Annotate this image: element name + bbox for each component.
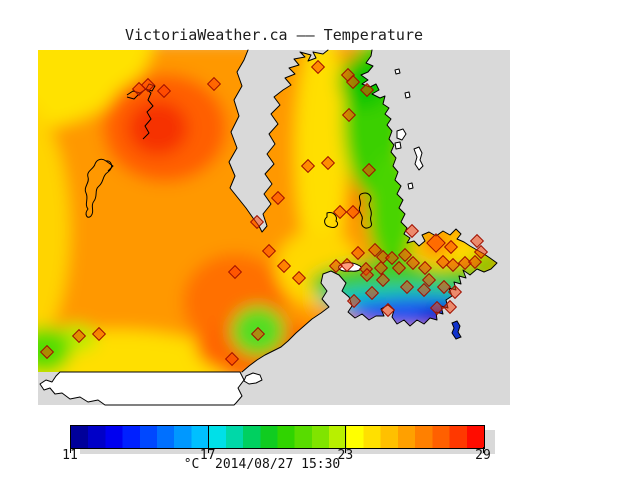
colorbar-tick-label: 29 [475, 448, 491, 463]
colorbar-tick [483, 447, 484, 453]
island [394, 68, 401, 75]
station-marker[interactable] [332, 204, 348, 220]
colorbar-tick [207, 426, 209, 448]
station-marker[interactable] [339, 257, 355, 273]
colorbar-tick [345, 426, 347, 448]
station-marker[interactable] [457, 255, 473, 271]
colorbar-tick [70, 447, 71, 453]
colorbar-caption: °C 2014/08/27 15:30 [0, 457, 524, 472]
colorbar-tick-label: 11 [62, 448, 78, 463]
colorbar [70, 425, 485, 449]
station-marker[interactable] [328, 258, 344, 274]
station-marker[interactable] [447, 284, 463, 300]
coastline [228, 49, 498, 373]
colorbar-tick [207, 447, 209, 453]
station-marker[interactable] [310, 59, 326, 75]
stations-layer [39, 59, 489, 367]
station-marker[interactable] [436, 279, 452, 295]
station-marker[interactable] [345, 74, 361, 90]
island [413, 146, 424, 171]
station-marker[interactable] [367, 242, 383, 258]
station-marker[interactable] [91, 326, 107, 342]
station-marker[interactable] [375, 249, 391, 265]
station-marker[interactable] [380, 302, 396, 318]
station-marker[interactable] [361, 162, 377, 178]
lake-outline [84, 158, 113, 218]
station-marker[interactable] [345, 204, 361, 220]
station-marker[interactable] [469, 233, 485, 249]
lake-outline-prospect [324, 212, 339, 228]
station-marker[interactable] [445, 257, 461, 273]
station-marker[interactable] [140, 77, 156, 93]
station-marker[interactable] [206, 76, 222, 92]
station-marker[interactable] [224, 351, 240, 367]
land-mass-south [39, 371, 245, 406]
station-marker[interactable] [397, 247, 413, 263]
station-marker[interactable] [416, 282, 432, 298]
station-marker[interactable] [156, 83, 172, 99]
station-marker[interactable] [300, 158, 316, 174]
lake-outline-elk [358, 192, 373, 229]
station-marker[interactable] [442, 299, 458, 315]
island [243, 372, 263, 385]
station-marker[interactable] [384, 250, 400, 266]
station-marker[interactable] [261, 243, 277, 259]
station-marker[interactable] [467, 254, 483, 270]
station-marker[interactable] [291, 270, 307, 286]
station-marker[interactable] [421, 272, 437, 288]
station-marker[interactable] [227, 264, 243, 280]
station-marker[interactable] [39, 344, 55, 360]
colorbar-tick-label: 17 [199, 448, 216, 463]
station-marker[interactable] [443, 239, 459, 255]
island [394, 141, 402, 150]
station-marker[interactable] [399, 279, 415, 295]
station-marker[interactable] [270, 190, 286, 206]
colorbar-tick-label: 23 [337, 448, 354, 463]
station-marker[interactable] [359, 267, 375, 283]
island [407, 182, 414, 190]
station-marker[interactable] [375, 272, 391, 288]
station-marker[interactable] [341, 107, 357, 123]
page-title: VictoriaWeather.ca —— Temperature [124, 26, 423, 44]
station-marker[interactable] [405, 255, 421, 271]
station-marker[interactable] [350, 245, 366, 261]
island [404, 91, 411, 99]
colorbar-tick [345, 447, 347, 453]
station-marker[interactable] [404, 223, 420, 239]
station-marker[interactable] [320, 155, 336, 171]
station-marker[interactable] [249, 214, 265, 230]
station-marker[interactable] [359, 82, 375, 98]
station-marker[interactable] [71, 328, 87, 344]
station-marker[interactable] [417, 260, 433, 276]
island [451, 320, 462, 340]
station-marker[interactable] [391, 260, 407, 276]
station-marker[interactable] [429, 300, 445, 316]
station-marker[interactable] [276, 258, 292, 274]
station-marker[interactable] [250, 326, 266, 342]
station-marker[interactable] [364, 285, 380, 301]
lake-branch-outline [105, 160, 114, 172]
station-marker[interactable] [473, 244, 489, 260]
station-marker[interactable] [373, 260, 389, 276]
station-marker[interactable] [346, 293, 362, 309]
island [396, 128, 407, 141]
station-marker[interactable] [426, 233, 446, 253]
unit-label: °C [183, 457, 200, 472]
timestamp-label: 2014/08/27 15:30 [215, 457, 341, 472]
